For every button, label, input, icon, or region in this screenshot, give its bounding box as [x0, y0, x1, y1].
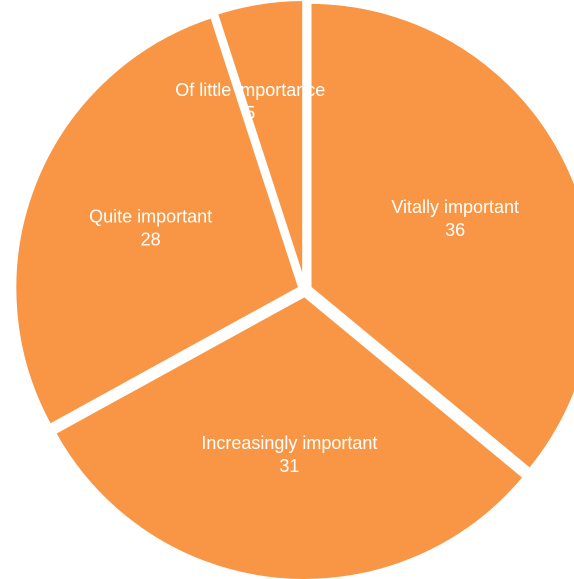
pie-slice	[307, 0, 574, 473]
slice-value: 36	[445, 220, 465, 240]
slice-value: 5	[245, 103, 255, 123]
slice-label: Of little importance	[175, 80, 325, 100]
pie-slice	[12, 14, 303, 428]
slice-label: Vitally important	[391, 197, 519, 217]
pie-slice	[51, 292, 527, 579]
slice-value: 28	[141, 230, 161, 250]
slice-label: Increasingly important	[201, 433, 377, 453]
slice-label: Quite important	[89, 207, 212, 227]
pie-slice	[213, 0, 307, 288]
slice-value: 31	[279, 456, 299, 476]
